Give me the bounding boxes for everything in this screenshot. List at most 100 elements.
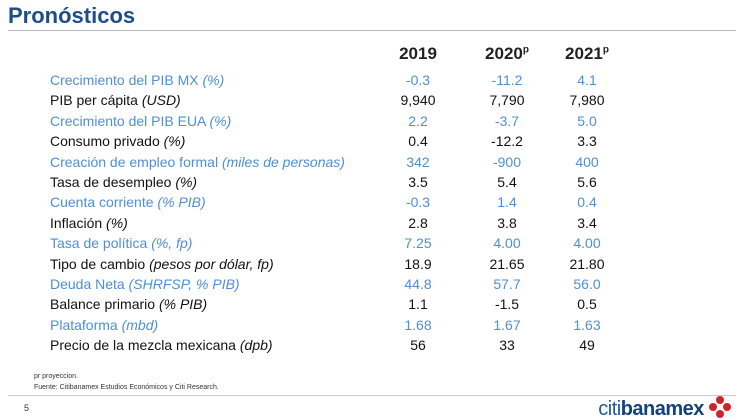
cell: 3.5 <box>408 174 428 190</box>
cell: 3.4 <box>577 214 597 231</box>
cell: 21.80 <box>569 255 605 272</box>
column-header: 2019 <box>383 44 453 64</box>
row: Precio de la mezcla mexicana (dpb) 56 33 49 <box>0 335 745 355</box>
row-label: Crecimiento del PIB MX (%) <box>50 72 224 88</box>
row: Tasa de desempleo (%) 3.5 5.4 5.6 <box>0 172 745 192</box>
year: 2019 <box>399 44 437 63</box>
label: Tasa de política <box>50 235 148 252</box>
row: Deuda Neta (SHRFSP, % PIB) 44.8 57.7 56.0 <box>0 274 745 294</box>
label: Creación de empleo formal <box>50 153 219 170</box>
row-label: Precio de la mezcla mexicana (dpb) <box>50 337 273 353</box>
cell: -900 <box>492 153 522 170</box>
label: Plataforma <box>50 316 118 333</box>
logo-text: citi <box>598 398 621 419</box>
column-header: 2020p <box>472 44 542 64</box>
cell: 57.7 <box>493 276 521 292</box>
label: Cuenta corriente <box>50 194 154 211</box>
year: 2020 <box>485 44 523 63</box>
cell: 7.25 <box>404 235 432 252</box>
row-label: Creación de empleo formal (miles de pers… <box>50 154 345 170</box>
cell: 3.8 <box>497 214 517 231</box>
cell: 0.4 <box>577 194 597 211</box>
unit: (USD) <box>141 92 181 109</box>
label: Inflación <box>50 214 103 231</box>
row: Crecimiento del PIB EUA (%) 2.2 -3.7 5.0 <box>0 111 745 131</box>
title: Pronósticos <box>8 3 136 28</box>
cell: 7,980 <box>569 92 605 109</box>
row: Inflación (%) 2.8 3.8 3.4 <box>0 213 745 233</box>
label: Precio de la mezcla mexicana <box>50 337 236 354</box>
row: Tipo de cambio (pesos por dólar, fp) 18.9… <box>0 254 745 274</box>
row: Crecimiento del PIB MX (%) -0.3 -11.2 4.1 <box>0 70 745 90</box>
label: Tipo de cambio <box>50 255 146 272</box>
row-label: Inflación (%) <box>50 215 128 231</box>
cell: 0.4 <box>408 133 428 150</box>
cell: 5.4 <box>497 174 517 190</box>
cell: 2.2 <box>408 112 428 129</box>
label: Tasa de desempleo <box>50 174 172 190</box>
cell: 1.1 <box>408 296 428 313</box>
row: Creación de empleo formal (miles de pers… <box>0 152 745 172</box>
unit: (%) <box>163 133 186 150</box>
cell: 56 <box>410 337 426 354</box>
superscript: p <box>602 44 609 56</box>
row: Consumo privado (%) 0.4 -12.2 3.3 <box>0 131 745 151</box>
cell: -1.5 <box>494 296 520 313</box>
row-label: Crecimiento del PIB EUA (%) <box>50 113 231 129</box>
unit: (%) <box>209 112 232 129</box>
superscript: p <box>522 44 529 56</box>
cell: 49 <box>579 337 595 354</box>
cell: 9,940 <box>400 92 436 109</box>
title-rule <box>8 30 736 31</box>
cell: 44.8 <box>404 276 432 292</box>
cell: 342 <box>406 153 430 170</box>
row: Plataforma (mbd) 1.68 1.67 1.63 <box>0 315 745 335</box>
unit: (mbd) <box>121 316 159 333</box>
unit: (dpb) <box>239 337 273 354</box>
row-label: PIB per cápita (USD) <box>50 92 181 108</box>
cell: -0.3 <box>405 72 431 88</box>
row-label: Tipo de cambio (pesos por dólar, fp) <box>50 256 274 272</box>
cell: 4.00 <box>573 235 601 252</box>
row-label: Deuda Neta (SHRFSP, % PIB) <box>50 276 240 292</box>
unit: (%, fp) <box>151 235 193 252</box>
row-label: Balance primario (% PIB) <box>50 296 207 312</box>
cell: 1.4 <box>497 194 517 211</box>
cell: -3.7 <box>494 112 520 129</box>
cell: 5.6 <box>577 174 597 190</box>
cell: 0.5 <box>577 296 597 313</box>
cell: 7,790 <box>489 92 525 109</box>
cell: -0.3 <box>405 194 431 211</box>
unit: (%) <box>106 214 128 231</box>
label: Crecimiento del PIB EUA <box>50 112 206 129</box>
row: PIB per cápita (USD) 9,940 7,790 7,980 <box>0 90 745 110</box>
cell: 3.3 <box>577 133 597 150</box>
logo-text: banamex <box>620 398 705 419</box>
cell: 33 <box>499 337 515 354</box>
row-label: Plataforma (mbd) <box>50 317 158 333</box>
cell: 4.00 <box>493 235 521 252</box>
cell: 5.0 <box>577 112 597 129</box>
row: Balance primario (% PIB) 1.1 -1.5 0.5 <box>0 294 745 314</box>
cell: 21.65 <box>489 255 525 272</box>
unit: (%) <box>175 174 198 190</box>
cell: -12.2 <box>491 133 523 150</box>
cell: 18.9 <box>404 255 432 272</box>
unit: (miles de personas) <box>221 153 345 170</box>
year: 2021 <box>565 44 603 63</box>
cell: 4.1 <box>577 72 597 88</box>
cell: 56.0 <box>573 276 601 292</box>
note: pr proyeccion. <box>34 373 78 380</box>
unit: (% PIB) <box>158 296 208 313</box>
cell: 2.8 <box>408 214 428 231</box>
cell: 1.63 <box>573 316 601 333</box>
cell: 1.67 <box>493 316 521 333</box>
footer-rule <box>8 395 736 396</box>
label: Balance primario <box>50 296 156 313</box>
unit: (% PIB) <box>157 194 206 211</box>
row: Cuenta corriente (% PIB) -0.3 1.4 0.4 <box>0 192 745 212</box>
row-label: Tasa de desempleo (%) <box>50 174 197 190</box>
unit: (pesos por dólar, fp) <box>149 255 274 272</box>
label: Deuda Neta <box>50 276 125 292</box>
